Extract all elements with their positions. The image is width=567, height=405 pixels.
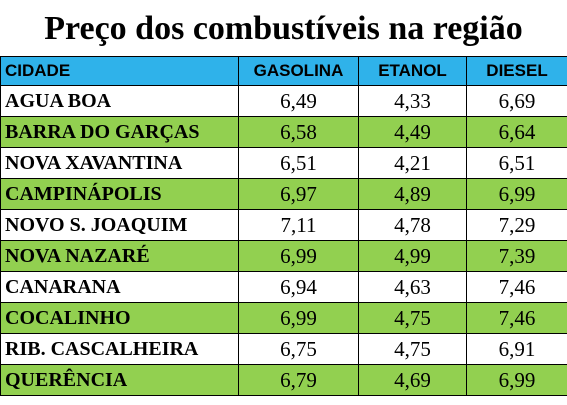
city-cell: NOVA XAVANTINA xyxy=(0,147,239,179)
price-cell: 4,75 xyxy=(358,333,467,365)
price-cell: 7,11 xyxy=(238,209,359,241)
table-row: NOVA NAZARÉ 6,99 4,99 7,39 xyxy=(0,240,567,272)
table-body: AGUA BOA 6,49 4,33 6,69 BARRA DO GARÇAS 6,58 4… xyxy=(0,85,567,396)
price-cell: 6,51 xyxy=(466,147,567,179)
price-cell: 6,69 xyxy=(466,85,567,117)
price-cell: 6,99 xyxy=(238,240,359,272)
price-cell: 7,39 xyxy=(466,240,567,272)
column-header: DIESEL xyxy=(466,56,567,86)
city-cell: NOVO S. JOAQUIM xyxy=(0,209,239,241)
table-row: NOVA XAVANTINA 6,51 4,21 6,51 xyxy=(0,147,567,179)
table-row: AGUA BOA 6,49 4,33 6,69 xyxy=(0,85,567,117)
price-cell: 4,49 xyxy=(358,116,467,148)
price-cell: 6,99 xyxy=(238,302,359,334)
table-row: CANARANA 6,94 4,63 7,46 xyxy=(0,271,567,303)
price-cell: 6,75 xyxy=(238,333,359,365)
price-cell: 7,46 xyxy=(466,302,567,334)
price-cell: 6,97 xyxy=(238,178,359,210)
price-cell: 4,89 xyxy=(358,178,467,210)
price-cell: 6,49 xyxy=(238,85,359,117)
city-cell: BARRA DO GARÇAS xyxy=(0,116,239,148)
price-cell: 6,91 xyxy=(466,333,567,365)
column-header: CIDADE xyxy=(0,56,239,86)
column-header: GASOLINA xyxy=(238,56,359,86)
price-table: CIDADE GASOLINA ETANOL DIESEL AGUA BOA 6,49 4… xyxy=(0,56,567,396)
price-cell: 4,63 xyxy=(358,271,467,303)
city-cell: COCALINHO xyxy=(0,302,239,334)
price-cell: 6,99 xyxy=(466,178,567,210)
price-cell: 6,51 xyxy=(238,147,359,179)
city-cell: NOVA NAZARÉ xyxy=(0,240,239,272)
city-cell: QUERÊNCIA xyxy=(0,364,239,396)
table-row: RIB. CASCALHEIRA 6,75 4,75 6,91 xyxy=(0,333,567,365)
title: Preço dos combustíveis na região xyxy=(44,10,523,47)
column-header: ETANOL xyxy=(358,56,467,86)
table-row: COCALINHO 6,99 4,75 7,46 xyxy=(0,302,567,334)
price-cell: 7,29 xyxy=(466,209,567,241)
city-cell: AGUA BOA xyxy=(0,85,239,117)
price-cell: 6,64 xyxy=(466,116,567,148)
price-cell: 6,94 xyxy=(238,271,359,303)
price-cell: 6,79 xyxy=(238,364,359,396)
city-cell: CAMPINÁPOLIS xyxy=(0,178,239,210)
price-cell: 7,46 xyxy=(466,271,567,303)
price-cell: 4,69 xyxy=(358,364,467,396)
price-cell: 4,78 xyxy=(358,209,467,241)
table-row: CAMPINÁPOLIS 6,97 4,89 6,99 xyxy=(0,178,567,210)
price-cell: 6,99 xyxy=(466,364,567,396)
table-row: NOVO S. JOAQUIM 7,11 4,78 7,29 xyxy=(0,209,567,241)
table-row: QUERÊNCIA 6,79 4,69 6,99 xyxy=(0,364,567,396)
city-cell: RIB. CASCALHEIRA xyxy=(0,333,239,365)
city-cell: CANARANA xyxy=(0,271,239,303)
price-cell: 4,21 xyxy=(358,147,467,179)
price-cell: 4,33 xyxy=(358,85,467,117)
price-cell: 4,75 xyxy=(358,302,467,334)
price-cell: 6,58 xyxy=(238,116,359,148)
table-row: BARRA DO GARÇAS 6,58 4,49 6,64 xyxy=(0,116,567,148)
header-row: CIDADE GASOLINA ETANOL DIESEL xyxy=(0,56,567,86)
price-cell: 4,99 xyxy=(358,240,467,272)
